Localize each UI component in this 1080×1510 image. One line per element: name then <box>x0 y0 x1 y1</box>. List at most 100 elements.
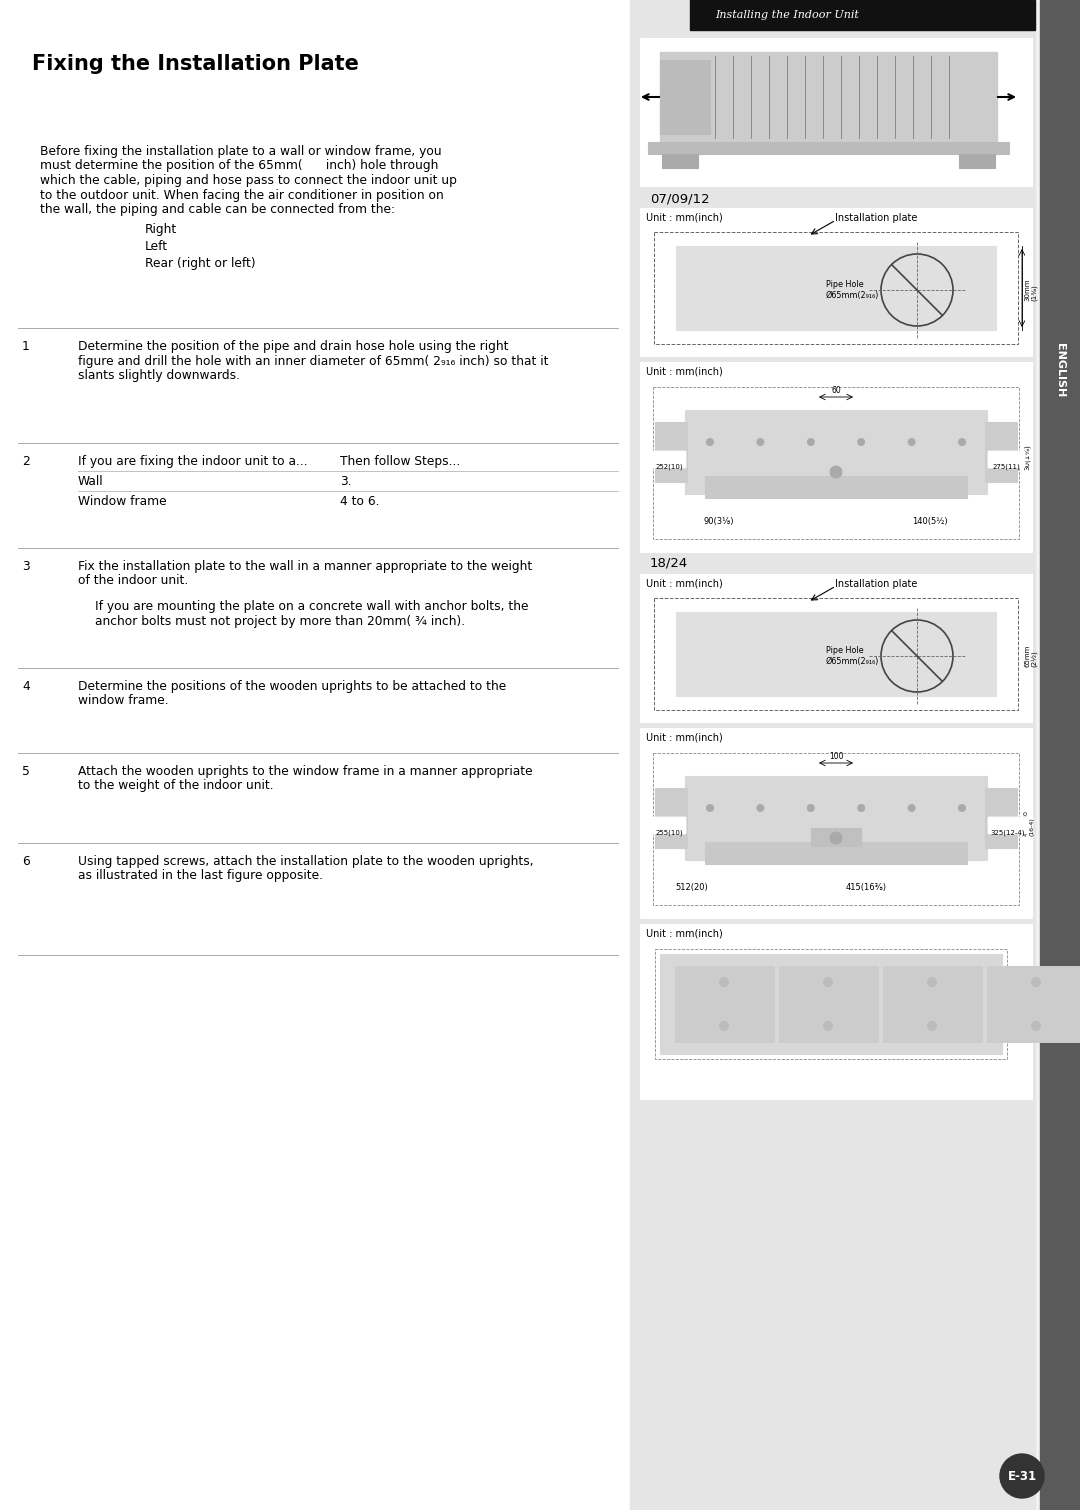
Bar <box>959 154 995 168</box>
Text: If you are mounting the plate on a concrete wall with anchor bolts, the: If you are mounting the plate on a concr… <box>95 599 528 613</box>
Text: 100: 100 <box>828 752 843 761</box>
Bar <box>675 966 774 1042</box>
Text: Fix the installation plate to the wall in a manner appropriate to the weight: Fix the installation plate to the wall i… <box>78 560 532 572</box>
Text: 90(3⅛): 90(3⅛) <box>703 516 733 525</box>
Bar <box>779 966 878 1042</box>
Text: Installing the Indoor Unit: Installing the Indoor Unit <box>715 11 859 20</box>
Bar <box>705 843 967 864</box>
Bar <box>985 788 1017 849</box>
Text: Then follow Steps...: Then follow Steps... <box>340 455 460 468</box>
Text: must determine the position of the 65mm(      inch) hole through: must determine the position of the 65mm(… <box>40 160 438 172</box>
Text: slants slightly downwards.: slants slightly downwards. <box>78 368 240 382</box>
Text: to the outdoor unit. When facing the air conditioner in position on: to the outdoor unit. When facing the air… <box>40 189 444 201</box>
Circle shape <box>807 438 814 445</box>
Text: Left: Left <box>145 240 168 254</box>
Text: Unit : mm(inch): Unit : mm(inch) <box>646 367 723 378</box>
Circle shape <box>807 805 814 811</box>
Text: Pipe Hole
Ø65mm(2₉₁₆): Pipe Hole Ø65mm(2₉₁₆) <box>826 646 879 666</box>
Bar <box>648 142 1009 154</box>
Text: Installation plate: Installation plate <box>835 578 917 589</box>
Bar <box>640 924 1032 1099</box>
Text: 2: 2 <box>22 455 30 468</box>
Circle shape <box>959 805 966 811</box>
Bar <box>685 776 987 861</box>
FancyBboxPatch shape <box>652 817 686 834</box>
Text: 4: 4 <box>22 680 30 693</box>
Bar <box>660 60 710 134</box>
Text: 512(20): 512(20) <box>675 883 707 892</box>
Text: Determine the position of the pipe and drain hose hole using the right: Determine the position of the pipe and d… <box>78 340 509 353</box>
Text: figure and drill the hole with an inner diameter of 65mm( 2₉₁₆ inch) so that it: figure and drill the hole with an inner … <box>78 355 549 367</box>
Text: Wall: Wall <box>78 476 104 488</box>
Text: 415(16⅜): 415(16⅜) <box>846 883 887 892</box>
Text: 1: 1 <box>22 340 30 353</box>
Bar <box>705 476 967 498</box>
Text: 30mm
(1⅜): 30mm (1⅜) <box>1024 279 1038 302</box>
Circle shape <box>824 1021 833 1030</box>
Text: Fixing the Installation Plate: Fixing the Installation Plate <box>32 54 359 74</box>
Text: Determine the positions of the wooden uprights to be attached to the: Determine the positions of the wooden up… <box>78 680 507 693</box>
Bar <box>654 233 1018 344</box>
Bar <box>676 246 996 331</box>
Text: 410-730
(16-4): 410-730 (16-4) <box>1024 809 1035 837</box>
Bar <box>685 411 987 494</box>
Text: 140(5½): 140(5½) <box>912 516 947 525</box>
Bar <box>883 966 982 1042</box>
Text: 410-730
(16-4): 410-730 (16-4) <box>1024 998 1035 1024</box>
Text: Rear (right or left): Rear (right or left) <box>145 258 256 270</box>
Bar <box>653 387 1020 539</box>
Circle shape <box>928 1021 936 1030</box>
Text: Window frame: Window frame <box>78 495 166 507</box>
Text: 07/09/12: 07/09/12 <box>650 192 710 205</box>
Circle shape <box>908 805 915 811</box>
Bar <box>640 362 1032 553</box>
Bar <box>662 154 698 168</box>
Text: ENGLISH: ENGLISH <box>1055 343 1065 397</box>
Text: 3.: 3. <box>340 476 352 488</box>
Text: Installation plate: Installation plate <box>835 213 917 223</box>
Bar <box>660 954 1002 1054</box>
Text: Before fixing the installation plate to a wall or window frame, you: Before fixing the installation plate to … <box>40 145 442 159</box>
Bar <box>18 39 623 88</box>
Circle shape <box>1000 1454 1044 1498</box>
FancyBboxPatch shape <box>988 817 1028 834</box>
Circle shape <box>757 805 764 811</box>
Text: 30(1⅜): 30(1⅜) <box>1024 444 1030 470</box>
Text: Using tapped screws, attach the installation plate to the wooden uprights,: Using tapped screws, attach the installa… <box>78 855 534 868</box>
Text: which the cable, piping and hose pass to connect the indoor unit up: which the cable, piping and hose pass to… <box>40 174 457 187</box>
Text: 275(11): 275(11) <box>993 464 1020 470</box>
Bar <box>690 0 1035 30</box>
Bar <box>654 598 1018 710</box>
Text: window frame.: window frame. <box>78 695 168 708</box>
Bar <box>654 948 1007 1059</box>
Text: Unit : mm(inch): Unit : mm(inch) <box>646 732 723 743</box>
Circle shape <box>908 438 915 445</box>
Text: of the indoor unit.: of the indoor unit. <box>78 574 188 587</box>
Circle shape <box>959 438 966 445</box>
Bar <box>1040 0 1080 1510</box>
Circle shape <box>706 438 714 445</box>
Circle shape <box>719 1021 729 1030</box>
Circle shape <box>1031 1021 1040 1030</box>
Text: 252(10): 252(10) <box>656 464 683 470</box>
Bar <box>640 574 1032 722</box>
Circle shape <box>831 832 842 844</box>
Bar <box>640 728 1032 918</box>
Text: If you are fixing the indoor unit to a...: If you are fixing the indoor unit to a..… <box>78 455 308 468</box>
Text: 255(10): 255(10) <box>656 831 683 837</box>
Text: 325(12-4): 325(12-4) <box>990 831 1025 837</box>
Text: 60: 60 <box>832 387 841 396</box>
Bar <box>676 612 996 696</box>
Bar <box>654 421 687 482</box>
Bar <box>640 208 1032 356</box>
Bar <box>654 788 687 849</box>
Circle shape <box>719 977 729 986</box>
Bar <box>0 0 630 1510</box>
Text: Attach the wooden uprights to the window frame in a manner appropriate: Attach the wooden uprights to the window… <box>78 766 532 778</box>
Circle shape <box>831 467 842 479</box>
Circle shape <box>858 805 865 811</box>
Text: Pipe Hole
Ø65mm(2₉₁₆): Pipe Hole Ø65mm(2₉₁₆) <box>826 281 879 299</box>
Text: Right: Right <box>145 223 177 237</box>
Text: 3: 3 <box>22 560 30 572</box>
Text: 6: 6 <box>22 855 30 868</box>
